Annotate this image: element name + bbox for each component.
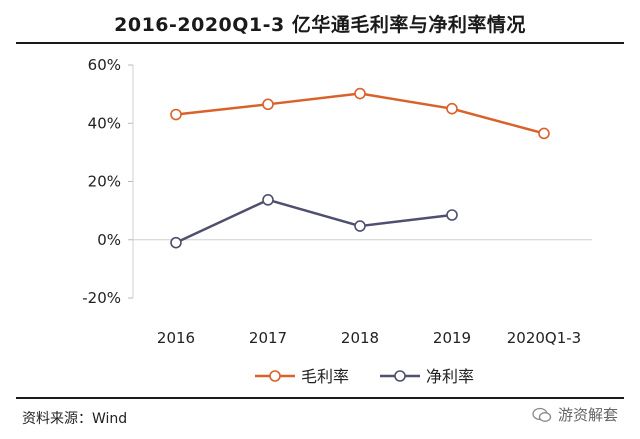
y-tick-label: -20% bbox=[82, 289, 121, 307]
y-tick-label: 60% bbox=[88, 56, 121, 74]
data-point bbox=[262, 194, 274, 206]
legend-swatch-marker bbox=[394, 370, 406, 382]
wechat-icon bbox=[532, 407, 552, 422]
chart-title: 2016-2020Q1-3 亿华通毛利率与净利率情况 bbox=[114, 14, 526, 36]
data-point bbox=[538, 127, 550, 140]
x-tick-label: 2017 bbox=[249, 329, 287, 347]
legend-label: 毛利率 bbox=[301, 367, 349, 386]
x-tick-label: 2016 bbox=[157, 329, 195, 347]
watermark-text: 游资解套 bbox=[557, 406, 618, 424]
bottom-rule bbox=[16, 397, 624, 399]
source-note: 资料来源：Wind bbox=[22, 411, 128, 427]
data-point bbox=[170, 236, 182, 249]
x-tick-label: 2018 bbox=[341, 329, 379, 347]
top-rule bbox=[16, 42, 624, 44]
y-tick-label: 0% bbox=[97, 231, 121, 249]
data-point bbox=[262, 98, 274, 111]
series-line-2 bbox=[175, 198, 453, 244]
series-line-1 bbox=[175, 92, 545, 135]
x-tick-label: 2020Q1-3 bbox=[507, 329, 581, 347]
data-point bbox=[446, 209, 458, 221]
y-tick-label: 20% bbox=[88, 173, 121, 191]
y-tick-label: 40% bbox=[88, 114, 121, 132]
data-point bbox=[354, 87, 366, 100]
legend-label: 净利率 bbox=[426, 367, 474, 386]
x-tick-label: 2019 bbox=[433, 329, 471, 347]
data-point bbox=[446, 102, 458, 115]
watermark: 游资解套 bbox=[532, 404, 618, 425]
legend-swatch-marker bbox=[269, 370, 281, 382]
data-point bbox=[170, 108, 182, 121]
data-point bbox=[354, 220, 366, 232]
